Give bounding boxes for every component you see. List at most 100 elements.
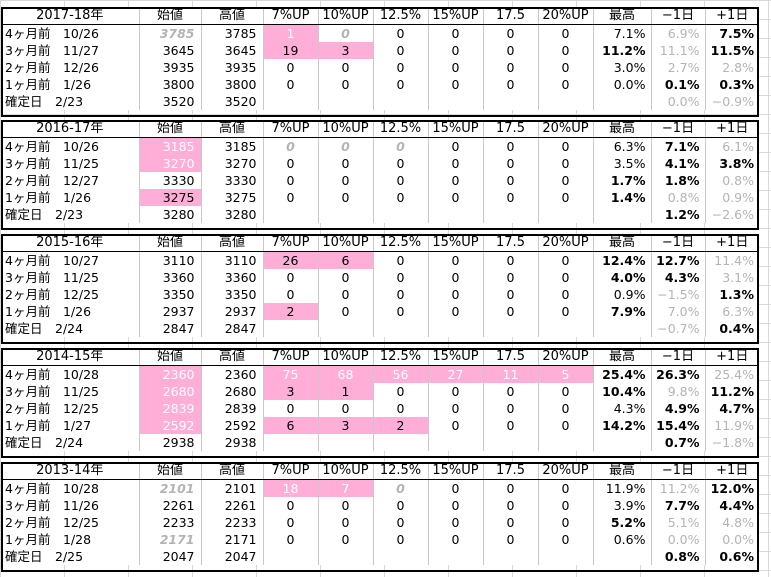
- table-cell[interactable]: 3: [317, 417, 373, 434]
- table-cell[interactable]: 0: [427, 286, 483, 303]
- table-cell[interactable]: [537, 93, 593, 110]
- table-cell[interactable]: 0.4%: [704, 320, 759, 337]
- table-cell[interactable]: 0: [317, 59, 373, 76]
- table-cell[interactable]: 26.3%: [650, 365, 705, 383]
- table-cell[interactable]: 0: [262, 497, 318, 514]
- table-cell[interactable]: 0: [427, 189, 483, 206]
- table-cell[interactable]: 7.1%: [650, 137, 705, 155]
- table-cell[interactable]: 3360: [200, 269, 263, 286]
- table-cell[interactable]: 25.4%: [704, 365, 759, 383]
- table-cell[interactable]: 0: [317, 137, 373, 155]
- table-cell[interactable]: 0: [317, 155, 373, 172]
- table-cell[interactable]: 6.9%: [650, 24, 705, 42]
- table-cell[interactable]: 0: [427, 59, 483, 76]
- table-cell[interactable]: 0: [482, 155, 538, 172]
- table-cell[interactable]: 3935: [200, 59, 263, 76]
- table-cell[interactable]: 0.0%: [704, 531, 759, 548]
- table-cell[interactable]: 0: [372, 59, 428, 76]
- table-cell[interactable]: 11.1%: [650, 42, 705, 59]
- row-label[interactable]: 3ヶ月前 11/25: [1, 383, 139, 400]
- row-label[interactable]: 2ヶ月前 12/25: [1, 514, 139, 531]
- table-cell[interactable]: [537, 206, 593, 223]
- table-cell[interactable]: 0: [537, 479, 593, 497]
- table-cell[interactable]: [592, 434, 651, 451]
- table-cell[interactable]: 0: [537, 251, 593, 269]
- table-cell[interactable]: 0: [262, 172, 318, 189]
- table-cell[interactable]: 0: [537, 303, 593, 320]
- table-cell[interactable]: 0: [262, 514, 318, 531]
- table-cell[interactable]: 25.4%: [592, 365, 651, 383]
- table-cell[interactable]: 0: [262, 531, 318, 548]
- table-cell[interactable]: 2: [372, 417, 428, 434]
- table-cell[interactable]: 2233: [138, 514, 201, 531]
- table-cell[interactable]: 7.9%: [592, 303, 651, 320]
- table-cell[interactable]: 0: [427, 383, 483, 400]
- table-cell[interactable]: 3110: [138, 251, 201, 269]
- table-cell[interactable]: [372, 93, 428, 110]
- table-cell[interactable]: 2847: [138, 320, 201, 337]
- table-cell[interactable]: 2101: [138, 479, 201, 497]
- table-cell[interactable]: 2680: [200, 383, 263, 400]
- table-cell[interactable]: 3800: [200, 76, 263, 93]
- table-cell[interactable]: 0: [427, 514, 483, 531]
- table-cell[interactable]: 0: [482, 497, 538, 514]
- table-cell[interactable]: −0.9%: [704, 93, 759, 110]
- table-cell[interactable]: 0: [482, 383, 538, 400]
- table-cell[interactable]: 4.8%: [704, 514, 759, 531]
- table-cell[interactable]: 2101: [200, 479, 263, 497]
- table-cell[interactable]: 0: [372, 303, 428, 320]
- table-cell[interactable]: 6.3%: [704, 303, 759, 320]
- table-cell[interactable]: 56: [372, 365, 428, 383]
- table-cell[interactable]: 3330: [138, 172, 201, 189]
- table-cell[interactable]: 2938: [200, 434, 263, 451]
- table-cell[interactable]: 2047: [138, 548, 201, 565]
- table-cell[interactable]: 0: [372, 531, 428, 548]
- table-cell[interactable]: 0: [317, 189, 373, 206]
- table-cell[interactable]: [372, 320, 428, 337]
- table-cell[interactable]: 6.1%: [704, 137, 759, 155]
- table-cell[interactable]: [372, 206, 428, 223]
- table-cell[interactable]: [317, 548, 373, 565]
- table-cell[interactable]: 0: [427, 42, 483, 59]
- table-cell[interactable]: 5.2%: [592, 514, 651, 531]
- table-cell[interactable]: 0: [317, 497, 373, 514]
- table-cell[interactable]: 3270: [200, 155, 263, 172]
- table-cell[interactable]: 0: [317, 76, 373, 93]
- row-label[interactable]: 3ヶ月前 11/26: [1, 497, 139, 514]
- table-cell[interactable]: 0: [427, 531, 483, 548]
- row-label[interactable]: 確定日 2/24: [1, 320, 139, 337]
- table-cell[interactable]: −1.5%: [650, 286, 705, 303]
- table-cell[interactable]: 0: [482, 251, 538, 269]
- table-cell[interactable]: 2937: [138, 303, 201, 320]
- table-cell[interactable]: 0: [317, 286, 373, 303]
- table-cell[interactable]: 3785: [138, 24, 201, 42]
- table-cell[interactable]: [592, 206, 651, 223]
- table-cell[interactable]: 1: [317, 383, 373, 400]
- table-cell[interactable]: [317, 93, 373, 110]
- table-cell[interactable]: 4.3%: [592, 400, 651, 417]
- table-cell[interactable]: 0: [537, 269, 593, 286]
- table-cell[interactable]: 0: [427, 479, 483, 497]
- table-cell[interactable]: 0: [537, 514, 593, 531]
- table-cell[interactable]: 0: [372, 42, 428, 59]
- table-cell[interactable]: 3185: [138, 137, 201, 155]
- table-cell[interactable]: 27: [427, 365, 483, 383]
- table-cell[interactable]: [427, 206, 483, 223]
- table-cell[interactable]: 2: [262, 303, 318, 320]
- table-cell[interactable]: 0.8%: [650, 548, 705, 565]
- table-cell[interactable]: 0: [537, 137, 593, 155]
- table-cell[interactable]: [537, 434, 593, 451]
- table-cell[interactable]: 0.9%: [704, 189, 759, 206]
- table-cell[interactable]: 0: [427, 303, 483, 320]
- table-cell[interactable]: 11.2%: [650, 479, 705, 497]
- table-cell[interactable]: [317, 206, 373, 223]
- table-cell[interactable]: 0: [537, 531, 593, 548]
- table-cell[interactable]: 0.9%: [592, 286, 651, 303]
- table-cell[interactable]: 3270: [138, 155, 201, 172]
- table-cell[interactable]: 0: [262, 400, 318, 417]
- table-cell[interactable]: 3.1%: [704, 269, 759, 286]
- table-cell[interactable]: 0: [482, 514, 538, 531]
- table-cell[interactable]: 0: [372, 383, 428, 400]
- table-cell[interactable]: [427, 434, 483, 451]
- table-cell[interactable]: 2360: [200, 365, 263, 383]
